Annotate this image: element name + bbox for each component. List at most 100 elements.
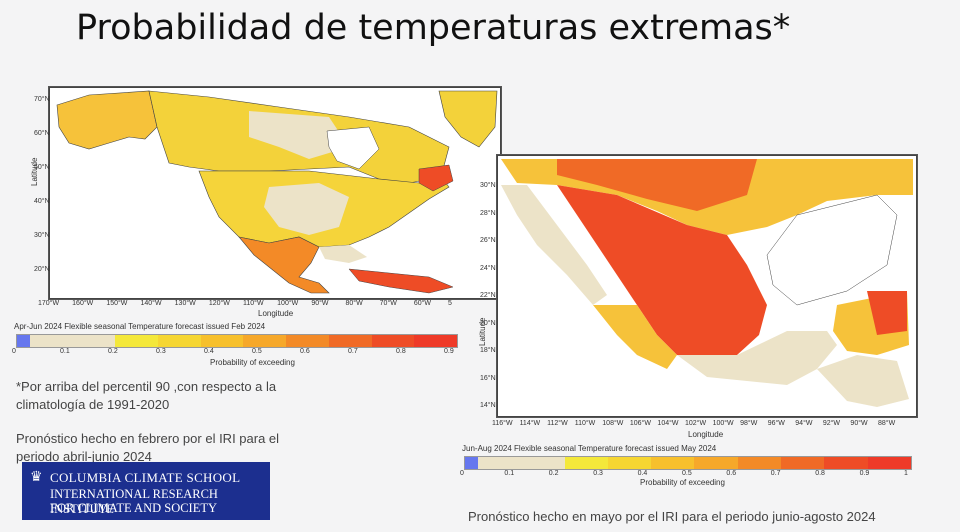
cbar2-segment xyxy=(867,457,911,469)
map1-xticks-tick: 70°W xyxy=(379,300,397,307)
cbar1-segment xyxy=(371,335,415,347)
cbar2-segment xyxy=(737,457,782,469)
map2-yticks-tick: 22°N xyxy=(480,292,496,299)
north-america-map-svg xyxy=(49,87,501,299)
map2-xticks-tick: 102°W xyxy=(685,420,707,427)
crown-icon: ♛ xyxy=(30,470,43,485)
northeast-hotspot xyxy=(418,164,454,192)
map2-yticks-tick: 26°N xyxy=(480,237,496,244)
cbar2-ticks-tick: 0.4 xyxy=(637,470,648,477)
cbar1-segment xyxy=(243,335,287,347)
map2-xticks-tick: 104°W xyxy=(657,420,679,427)
cbar2-segment xyxy=(564,457,608,469)
cbar1-segment xyxy=(286,335,329,347)
cbar2-segment xyxy=(465,457,478,469)
cbar2-segment xyxy=(477,457,522,469)
cbar2-segment xyxy=(824,457,868,469)
map2-yticks-tick: 28°N xyxy=(480,209,496,217)
cbar2-segment xyxy=(694,457,738,469)
cbar1-segment xyxy=(29,335,73,347)
map2-xticks-tick: 94°W xyxy=(795,420,813,427)
map2-xticks-tick: 112°W xyxy=(547,420,568,427)
cbar1-ticks-tick: 0.6 xyxy=(300,348,310,355)
cbar1-segment xyxy=(115,335,158,347)
map1-xticks-tick: 120°W xyxy=(208,300,230,307)
cbar1-ticks-tick: 0.2 xyxy=(108,348,118,355)
cbar1-ticks-tick: 0 xyxy=(12,348,16,355)
map1-xticks-tick: 130°W xyxy=(174,300,196,307)
map2-xticks-tick: 116°W xyxy=(492,420,513,427)
map2-xticks-tick: 106°W xyxy=(629,420,651,427)
map1-xticks-tick: 140°W xyxy=(140,300,162,307)
map2-frame xyxy=(497,155,917,417)
canada-beige-region xyxy=(249,111,349,159)
cbar1-segment xyxy=(157,335,201,347)
map1-xticks-tick: 100°W xyxy=(277,300,299,307)
map1-xlabel: Longitude xyxy=(258,309,294,318)
map2-xticks-tick: 96°W xyxy=(767,420,785,427)
map1-xticks-tick: 80°W xyxy=(345,300,363,307)
map2-yticks-tick: 30°N xyxy=(480,182,496,189)
cbar2-segment xyxy=(521,457,565,469)
cbar1-ticks-tick: 0.4 xyxy=(204,348,214,355)
cbar2-ticks-tick: 0 xyxy=(460,470,464,477)
footnote-text: *Por arriba del percentil 90 ,con respec… xyxy=(16,379,277,412)
cbar2-ticks-tick: 1 xyxy=(904,470,908,477)
west-coast-fringe xyxy=(593,305,677,369)
logo-line-2: INTERNATIONAL RESEARCH INSTITUTE xyxy=(50,487,218,516)
cbar2-ticks-tick: 0.8 xyxy=(815,470,825,477)
alaska-region xyxy=(56,90,158,150)
map1-xticks-tick: 90°W xyxy=(311,300,329,307)
map1-yticks-tick: 30°N xyxy=(34,232,50,239)
map2-yticks-tick: 24°N xyxy=(480,264,496,272)
map2-xticks-tick: 108°W xyxy=(602,420,624,427)
map1-colorbar-label: Probability of exceeding xyxy=(210,358,295,367)
cbar2-ticks-tick: 0.2 xyxy=(548,470,559,477)
cbar1-ticks-tick: 0.7 xyxy=(348,348,358,355)
note-right-text: Pronóstico hecho en mayo por el IRI para… xyxy=(468,509,876,524)
note-left-text: Pronóstico hecho en febrero por el IRI p… xyxy=(16,431,280,464)
map2-xlabel: Longitude xyxy=(688,430,724,439)
map1-yticks-tick: 40°N xyxy=(34,198,50,205)
greenland-region xyxy=(438,90,498,148)
us-hot-band xyxy=(557,159,757,211)
cbar2-ticks-tick: 0.5 xyxy=(682,470,692,477)
cbar1-segment xyxy=(328,335,372,347)
yucatan-hotspot xyxy=(867,291,907,335)
map1-caption: Apr-Jun 2024 Flexible seasonal Temperatu… xyxy=(14,322,266,331)
slide-title: Probabilidad de temperaturas extremas* xyxy=(76,8,791,48)
north-america-forecast-map xyxy=(48,86,502,300)
cbar1-segment xyxy=(200,335,244,347)
central-america-region xyxy=(817,355,909,407)
cbar1-ticks-tick: 0.8 xyxy=(396,348,406,355)
map2-xticks-tick: 92°W xyxy=(822,420,841,427)
map1-yticks-tick: 20°N xyxy=(34,266,50,273)
logo-line-1: COLUMBIA CLIMATE SCHOOL xyxy=(50,470,241,485)
logo-line-3: FOR CLIMATE AND SOCIETY xyxy=(50,501,218,515)
map2-yticks-tick: 16°N xyxy=(480,374,496,382)
map2-caption: Jun-Aug 2024 Flexible seasonal Temperatu… xyxy=(462,444,717,453)
map1-yticks-tick: 60°N xyxy=(34,130,50,137)
cbar2-segment xyxy=(607,457,652,469)
map2-xticks-tick: 110°W xyxy=(574,420,596,427)
map2-xticks-tick: 88°W xyxy=(878,420,896,427)
map2-xticks-tick: 90°W xyxy=(850,420,868,427)
baja-region xyxy=(501,185,607,305)
map2-yticks-tick: 18°N xyxy=(480,347,496,354)
columbia-climate-school-logo: ♛ COLUMBIA CLIMATE SCHOOL INTERNATIONAL … xyxy=(22,462,270,520)
map1-yticks-tick: 50°N xyxy=(34,164,50,171)
cbar2-ticks-tick: 0.1 xyxy=(504,470,515,477)
usa-beige-region xyxy=(264,183,349,235)
map1-colorbar xyxy=(16,334,458,348)
map1-xticks-tick: 5 xyxy=(448,300,452,307)
map2-xticks-tick: 100°W xyxy=(712,420,734,427)
cbar1-ticks-tick: 0.5 xyxy=(252,348,262,355)
map2-colorbar xyxy=(464,456,912,470)
cbar2-segment xyxy=(651,457,695,469)
map1-xticks-tick: 160°W xyxy=(72,300,94,307)
map2-colorbar-label: Probability of exceeding xyxy=(640,478,725,487)
hudson-bay xyxy=(326,126,380,170)
cbar1-segment xyxy=(17,335,30,347)
cbar2-segment xyxy=(781,457,825,469)
gulf-of-mexico xyxy=(766,194,898,306)
